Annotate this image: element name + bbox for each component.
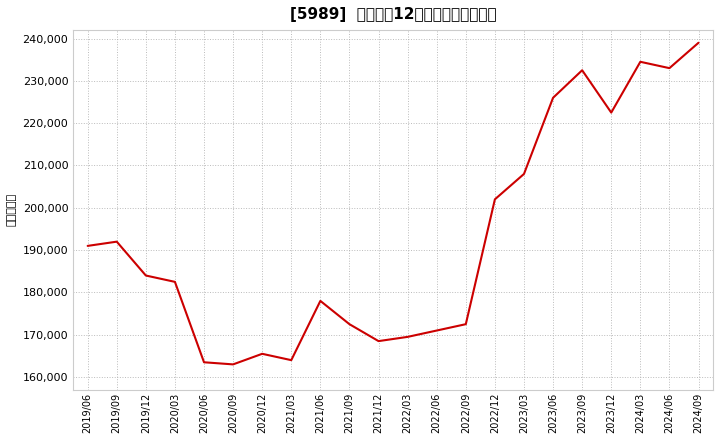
Title: [5989]  売上高の12か月移動合計の推移: [5989] 売上高の12か月移動合計の推移 [289,7,496,22]
Y-axis label: （百万円）: （百万円） [7,193,17,227]
